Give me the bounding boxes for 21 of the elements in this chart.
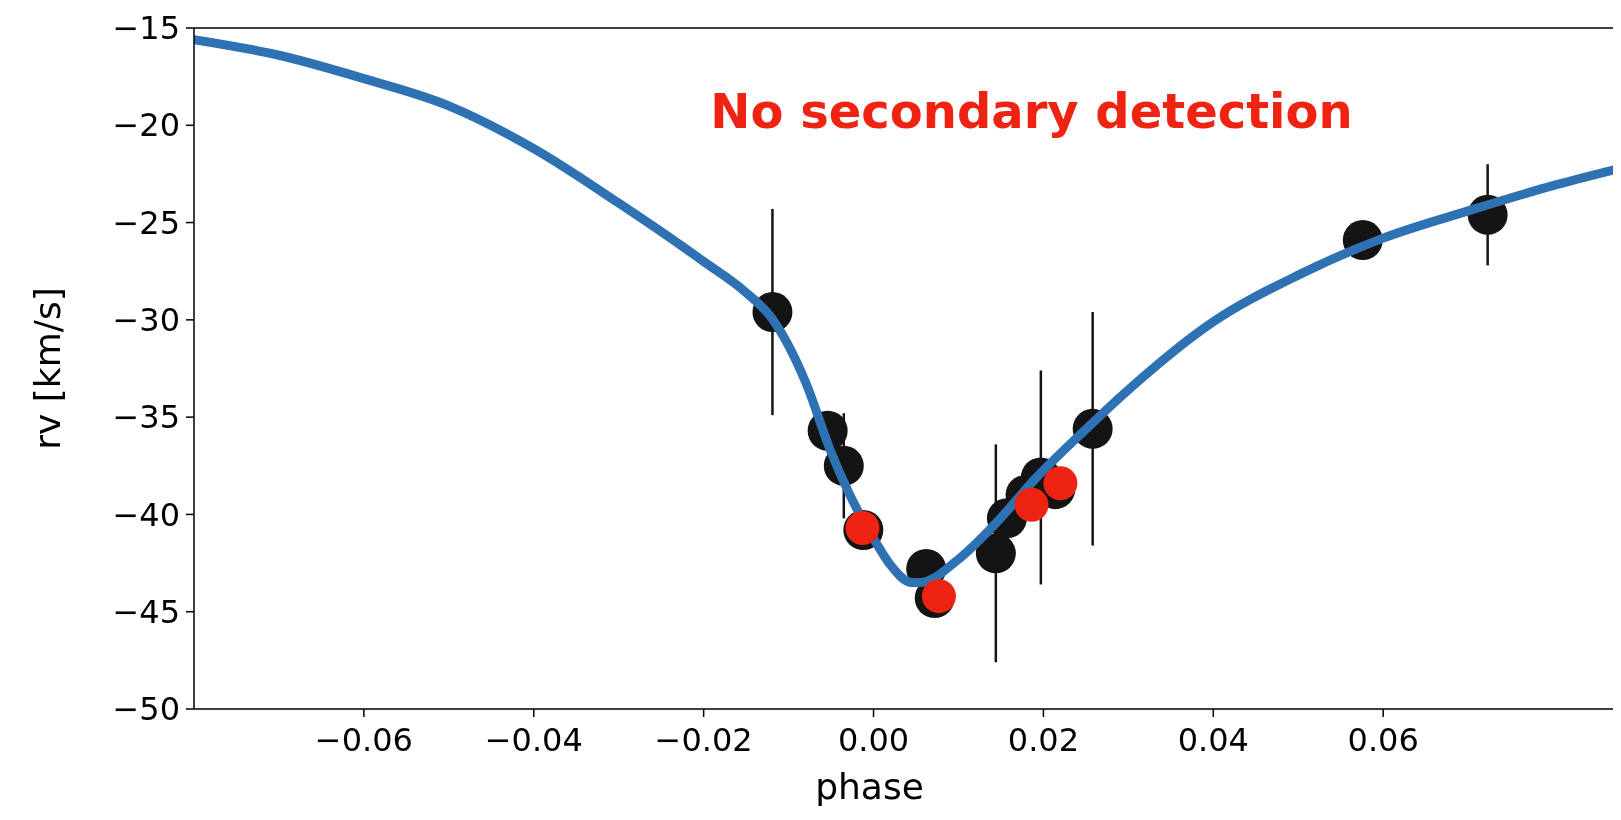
point xyxy=(1014,487,1049,522)
x-tick-label: 0.02 xyxy=(1007,721,1080,759)
y-tick-label: −45 xyxy=(112,592,180,631)
x-tick-label: 0.06 xyxy=(1347,721,1419,759)
y-tick-label: −20 xyxy=(112,106,180,145)
x-tick-label: 0.00 xyxy=(837,721,910,759)
annotation: No secondary detection xyxy=(710,83,1353,139)
x-tick-label: −0.02 xyxy=(654,721,753,759)
point xyxy=(1043,466,1078,501)
y-tick-label: −50 xyxy=(112,690,180,729)
y-tick-label: −25 xyxy=(112,203,180,242)
x-tick-label: −0.04 xyxy=(484,721,583,759)
x-tick-label: −0.06 xyxy=(314,721,413,759)
x-tick-label: 0.04 xyxy=(1177,721,1249,759)
y-tick-label: −15 xyxy=(112,9,180,48)
y-tick-label: −40 xyxy=(112,495,180,534)
x-axis-title: phase xyxy=(815,766,924,807)
y-axis-title: rv [km/s] xyxy=(27,287,68,450)
point xyxy=(975,533,1016,574)
y-tick-label: −35 xyxy=(112,398,180,437)
y-tick-label: −30 xyxy=(112,301,180,340)
